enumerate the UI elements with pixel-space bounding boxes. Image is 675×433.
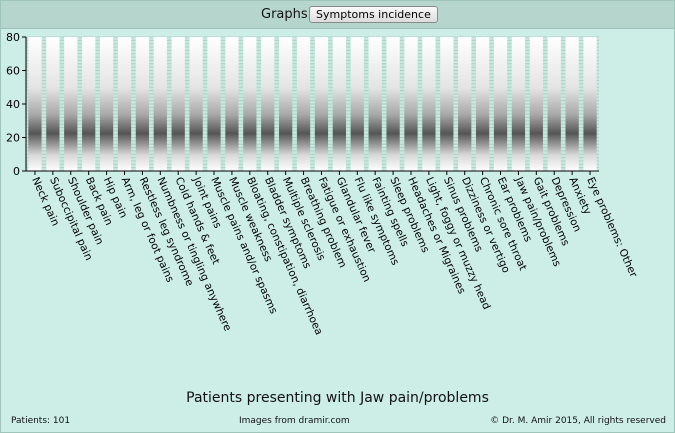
y-tick-label: 60 [6, 65, 20, 78]
bar-16 [296, 37, 311, 171]
y-tick-label: 0 [13, 165, 20, 178]
bar-15 [279, 37, 293, 171]
bar-32 [583, 37, 597, 171]
bar-25 [458, 37, 472, 171]
bar-8 [153, 37, 167, 171]
bar-13 [243, 37, 257, 171]
bar-29 [529, 37, 543, 171]
bar-20 [368, 37, 382, 171]
bar-6 [117, 37, 132, 171]
graph-select-button[interactable]: Symptoms incidence [309, 6, 438, 23]
bar-24 [440, 37, 454, 171]
bar-30 [547, 37, 561, 171]
bar-1 [28, 37, 42, 171]
bar-23 [422, 37, 436, 171]
bar-9 [171, 37, 185, 171]
bar-21 [386, 37, 400, 171]
y-tick-label: 40 [6, 98, 20, 111]
bar-17 [314, 37, 329, 171]
y-tick-label: 80 [6, 31, 20, 44]
bar-28 [511, 37, 526, 171]
bar-7 [135, 37, 150, 171]
images-credit: Images from dramir.com [239, 416, 350, 426]
bar-11 [207, 37, 221, 171]
bar-2 [46, 37, 60, 171]
bar-14 [261, 37, 275, 171]
category-label: Eye problems: Other [584, 175, 639, 279]
bar-31 [565, 37, 579, 171]
bar-4 [82, 37, 96, 171]
bar-26 [475, 37, 490, 171]
patients-count: Patients: 101 [11, 416, 71, 426]
bar-18 [332, 37, 346, 171]
graphs-label: Graphs: [261, 7, 313, 22]
bar-12 [225, 37, 239, 171]
bar-27 [493, 37, 508, 171]
bar-10 [189, 37, 203, 171]
bar-3 [64, 37, 78, 171]
y-tick-label: 20 [6, 132, 20, 145]
copyright-notice: © Dr. M. Amir 2015, All rights reserved [490, 416, 666, 426]
toolbar: Graphs: Symptoms incidence [1, 1, 674, 29]
chart-title: Patients presenting with Jaw pain/proble… [186, 390, 489, 406]
bar-5 [99, 37, 114, 171]
bar-19 [350, 37, 364, 171]
bar-22 [404, 37, 418, 171]
